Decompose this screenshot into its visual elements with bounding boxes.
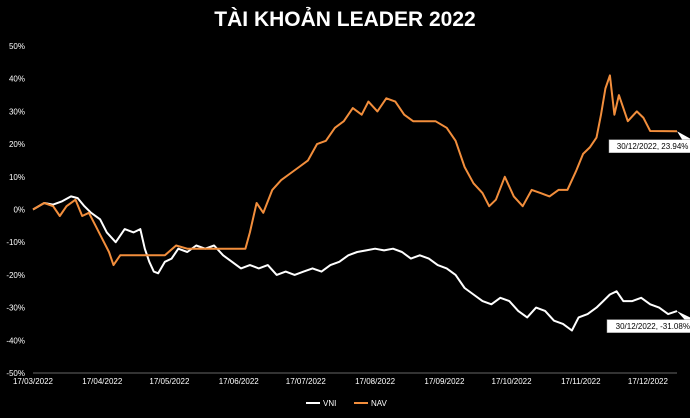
y-tick-label: -10% (6, 238, 25, 247)
y-tick-label: -20% (6, 271, 25, 280)
series-lines (32, 74, 678, 332)
legend: VNI NAV (306, 399, 388, 408)
series-line-vni (32, 195, 678, 332)
chart-title: TÀI KHOẢN LEADER 2022 (214, 8, 476, 31)
x-tick-label: 17/07/2022 (286, 377, 327, 386)
y-tick-label: 0% (13, 206, 25, 215)
callout-pointer (677, 131, 690, 140)
series-line-nav (32, 74, 678, 267)
callout-box (606, 319, 690, 333)
x-tick-label: 17/05/2022 (149, 377, 190, 386)
y-axis: 50% 40% 30% 20% 10% 0% -10% -20% -30% -40% -50% (6, 42, 25, 378)
legend-label-nav: NAV (371, 399, 388, 408)
x-tick-label: 17/11/2022 (561, 377, 601, 386)
callouts: 30/12/2022, 23.94% 30/12/2022, -31.08% (606, 131, 690, 333)
x-tick-label: 17/12/2022 (628, 377, 669, 386)
y-tick-label: 50% (9, 42, 25, 51)
y-tick-label: 10% (9, 173, 25, 182)
callout-pointer (677, 311, 690, 320)
x-tick-label: 17/06/2022 (219, 377, 260, 386)
y-tick-label: 40% (9, 75, 25, 84)
callout-box (608, 139, 690, 153)
y-tick-label: -40% (6, 336, 25, 345)
x-tick-label: 17/08/2022 (355, 377, 396, 386)
y-tick-label: 20% (9, 140, 25, 149)
callout-label-nav: 30/12/2022, 23.94% (617, 142, 689, 151)
x-tick-label: 17/10/2022 (492, 377, 533, 386)
x-tick-label: 17/09/2022 (424, 377, 465, 386)
legend-label-vni: VNI (323, 399, 336, 408)
x-tick-label: 17/03/2022 (13, 377, 54, 386)
callout-label-vni: 30/12/2022, -31.08% (616, 322, 690, 331)
x-axis: 17/03/2022 17/04/2022 17/05/2022 17/06/2022… (13, 377, 669, 386)
y-tick-label: -30% (6, 304, 25, 313)
y-tick-label: 30% (9, 107, 25, 116)
y-tick-label: -50% (6, 369, 25, 378)
x-tick-label: 17/04/2022 (82, 377, 123, 386)
